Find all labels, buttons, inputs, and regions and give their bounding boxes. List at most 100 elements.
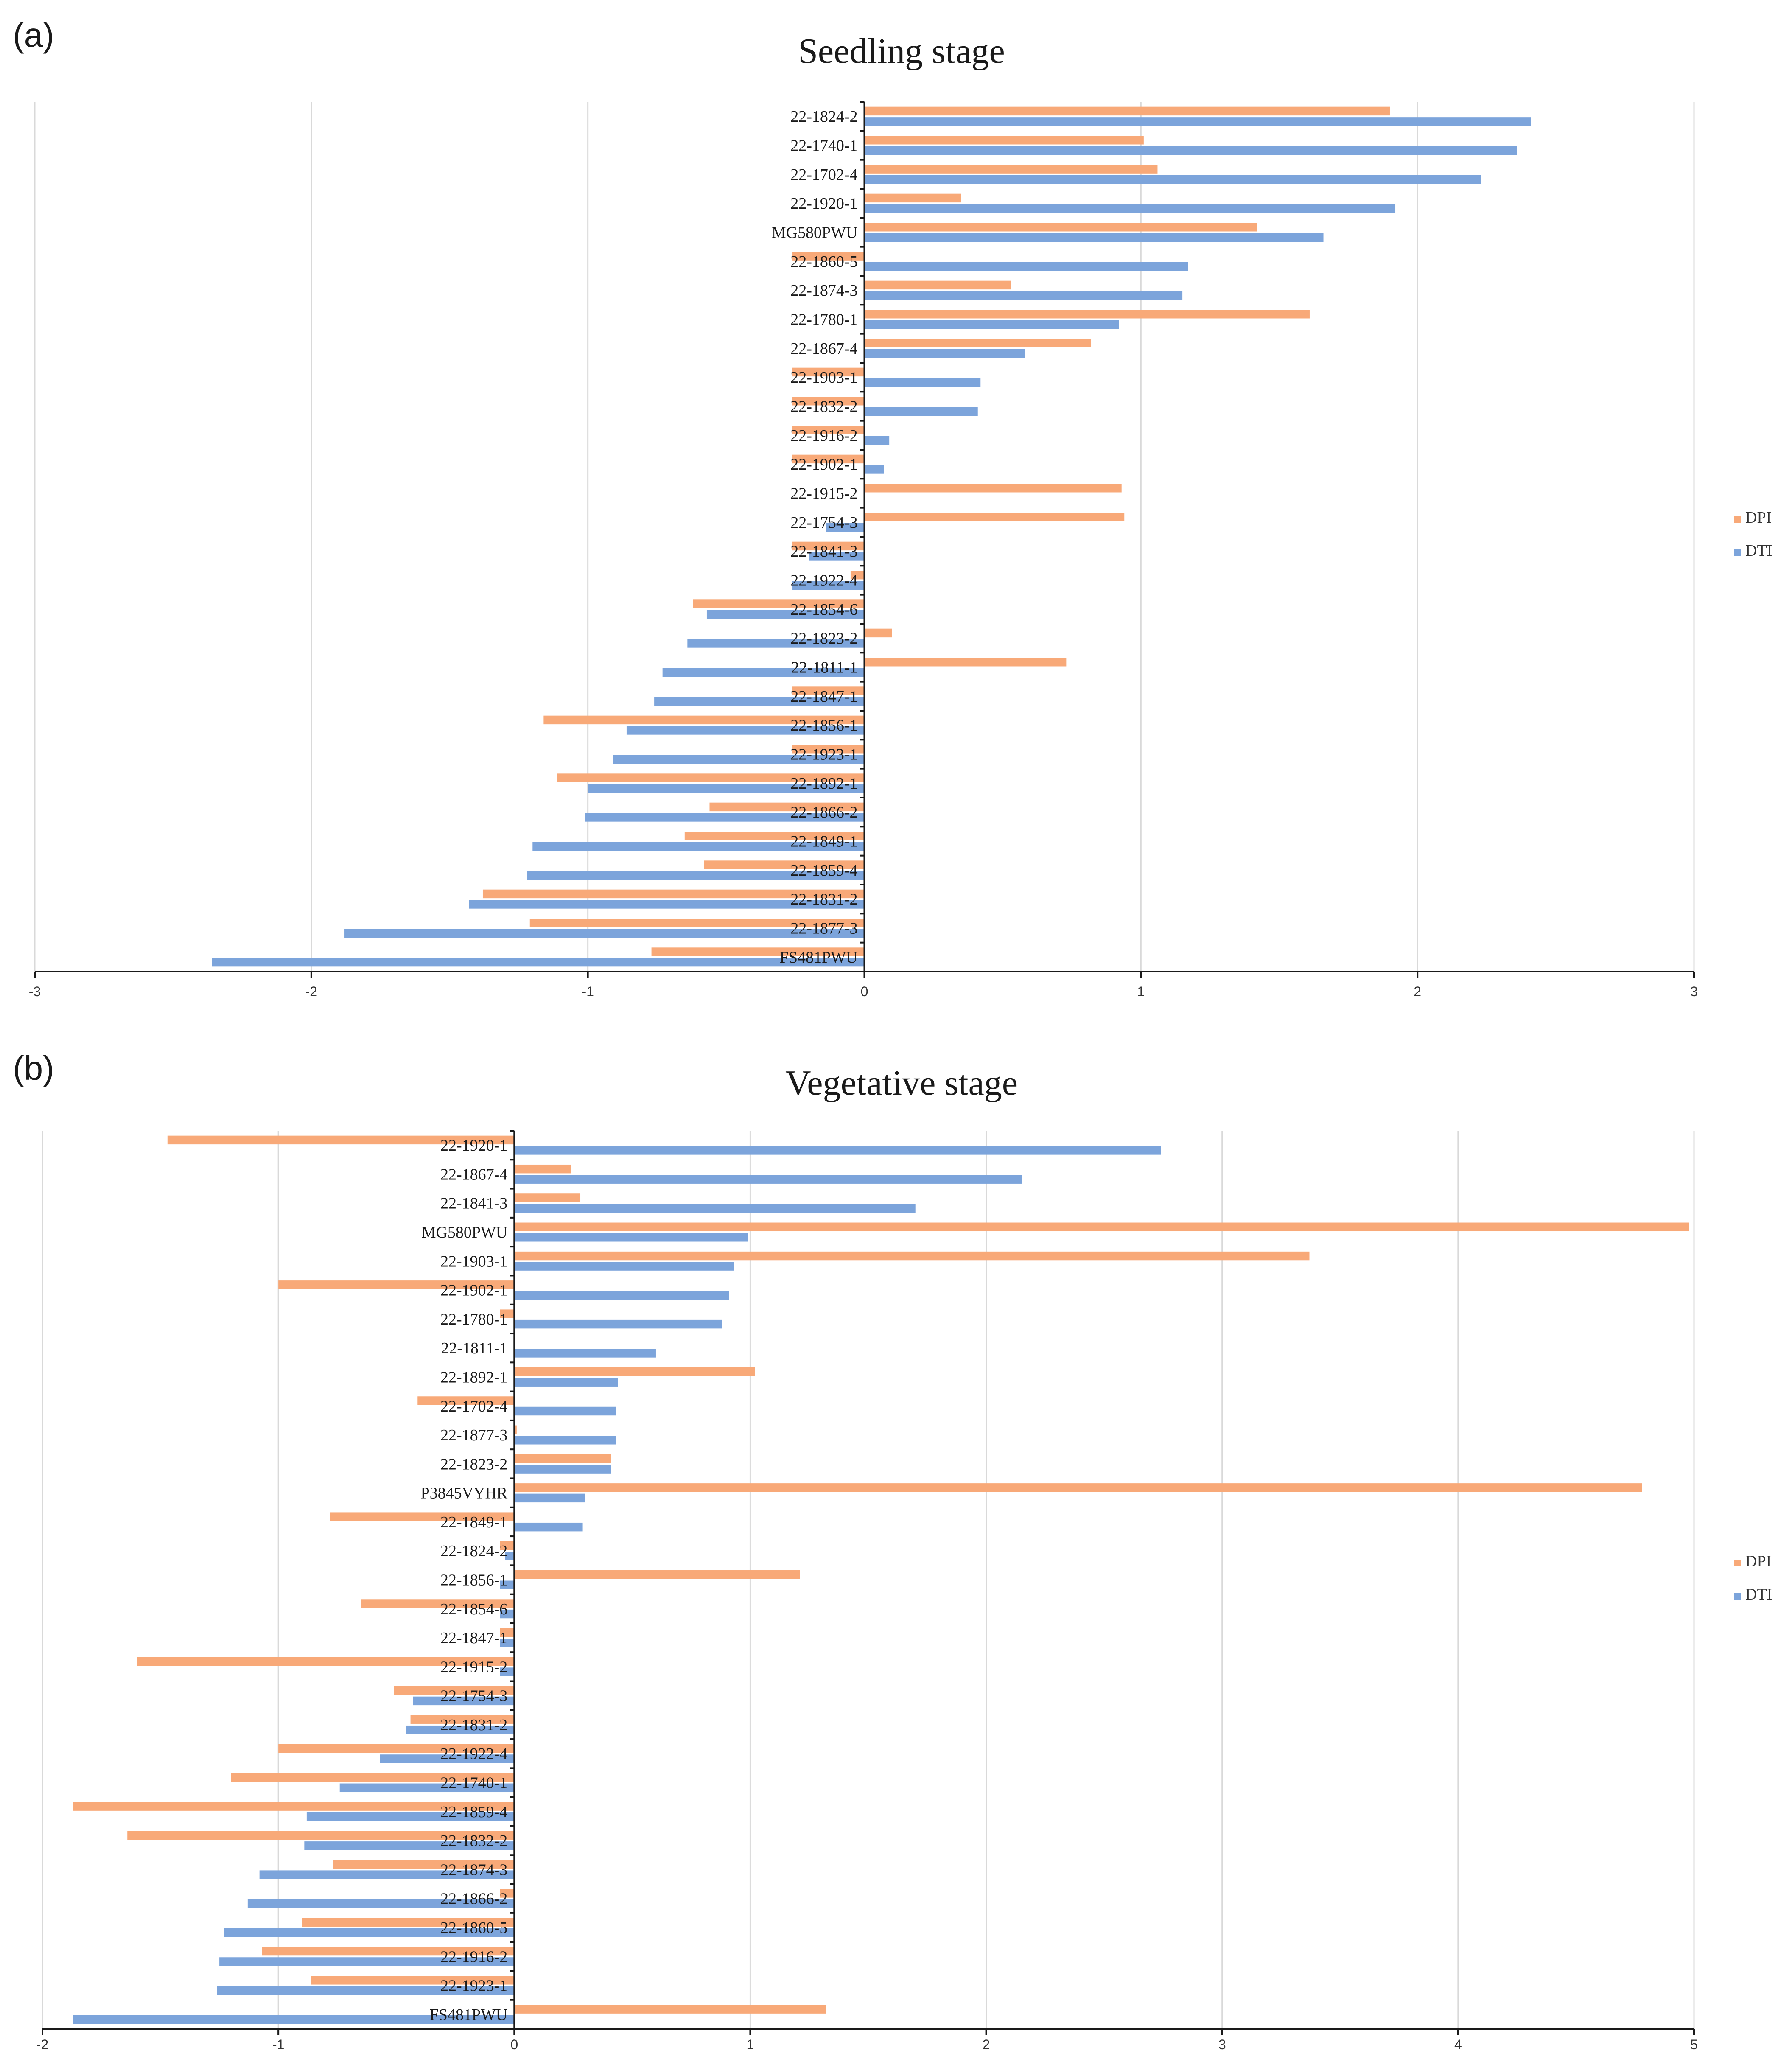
x-tick-label: -1 bbox=[272, 2037, 284, 2052]
bar-dpi-fs481pwu bbox=[514, 2005, 826, 2014]
category-label: 22-1780-1 bbox=[440, 1311, 507, 1328]
bar-dpi-22-1867-4 bbox=[514, 1164, 571, 1174]
bar-dpi-22-1903-1 bbox=[514, 1251, 1310, 1261]
bar-dti-22-1854-6 bbox=[500, 1609, 515, 1619]
legend-label-dpi: DPI bbox=[1745, 509, 1771, 527]
panel-label-a: (a) bbox=[13, 16, 54, 54]
bars-a bbox=[212, 106, 1531, 967]
category-label: FS481PWU bbox=[780, 949, 858, 966]
bar-dpi-22-1877-3 bbox=[514, 1425, 517, 1434]
bar-dpi-mg580pwu bbox=[864, 223, 1257, 232]
bar-dpi-22-1824-2 bbox=[864, 106, 1390, 116]
category-label: 22-1877-3 bbox=[790, 920, 857, 938]
bar-dti-22-1831-2 bbox=[469, 900, 865, 909]
legend-swatch-dti bbox=[1734, 1593, 1741, 1600]
bar-dti-22-1903-1 bbox=[864, 378, 981, 387]
category-label: 22-1902-1 bbox=[440, 1282, 507, 1300]
category-label: 22-1740-1 bbox=[790, 137, 857, 155]
bar-dpi-22-1915-2 bbox=[137, 1657, 515, 1666]
bar-dti-22-1922-4 bbox=[792, 581, 865, 590]
category-label: 22-1823-2 bbox=[790, 630, 857, 647]
bar-dpi-22-1859-4 bbox=[704, 860, 865, 869]
bar-dpi-22-1920-1 bbox=[864, 193, 961, 203]
bar-dpi-22-1824-2 bbox=[500, 1541, 515, 1550]
bar-dpi-22-1866-2 bbox=[500, 1889, 515, 1898]
category-label: 22-1860-5 bbox=[790, 253, 857, 271]
bar-dpi-22-1860-5 bbox=[302, 1918, 515, 1927]
legend-label-dti: DTI bbox=[1745, 542, 1772, 560]
bar-dti-p3845vyhr bbox=[514, 1493, 585, 1503]
bar-dti-22-1902-1 bbox=[864, 465, 884, 474]
bar-dpi-22-1832-2 bbox=[127, 1831, 515, 1840]
category-label: 22-1702-4 bbox=[790, 166, 857, 184]
bar-dpi-22-1866-2 bbox=[709, 802, 865, 812]
category-label: 22-1892-1 bbox=[440, 1368, 507, 1386]
bar-dpi-22-1915-2 bbox=[864, 484, 1122, 493]
bar-dti-22-1824-2 bbox=[505, 1552, 515, 1560]
category-labels-a: 22-1824-2 22-1740-1 22-1702-4 22-1920-1 MG58… bbox=[772, 108, 858, 966]
category-label: 22-1860-5 bbox=[440, 1919, 507, 1937]
category-label: 22-1824-2 bbox=[440, 1542, 507, 1560]
legend-label-dti: DTI bbox=[1745, 1586, 1772, 1603]
bar-dti-22-1780-1 bbox=[514, 1319, 722, 1329]
category-label: 22-1811-1 bbox=[791, 659, 858, 677]
category-label: 22-1920-1 bbox=[440, 1137, 507, 1154]
category-label: 22-1854-6 bbox=[790, 601, 857, 619]
bar-dpi-22-1841-3 bbox=[514, 1193, 581, 1202]
category-label: 22-1702-4 bbox=[440, 1398, 507, 1415]
bar-dti-22-1922-4 bbox=[380, 1754, 515, 1763]
bar-dti-22-1867-4 bbox=[514, 1175, 1022, 1184]
category-label: 22-1856-1 bbox=[440, 1572, 507, 1589]
bar-dti-22-1860-5 bbox=[864, 262, 1188, 271]
bar-dti-22-1915-2 bbox=[500, 1667, 515, 1676]
bar-dti-22-1702-4 bbox=[514, 1406, 616, 1416]
x-tick-label: 1 bbox=[747, 2037, 754, 2052]
category-label: 22-1824-2 bbox=[790, 108, 857, 126]
category-label: 22-1874-3 bbox=[440, 1861, 507, 1879]
bar-dti-22-1811-1 bbox=[514, 1349, 656, 1358]
bar-dti-22-1780-1 bbox=[864, 320, 1119, 329]
bar-dpi-22-1849-1 bbox=[330, 1512, 515, 1521]
bar-dpi-22-1849-1 bbox=[684, 832, 865, 840]
bar-dti-22-1841-3 bbox=[514, 1204, 916, 1213]
bar-dpi-22-1923-1 bbox=[311, 1976, 515, 1985]
category-label: 22-1892-1 bbox=[790, 775, 857, 793]
bar-dti-22-1754-3 bbox=[413, 1696, 515, 1706]
bar-dti-22-1874-3 bbox=[864, 291, 1183, 300]
bar-dti-22-1903-1 bbox=[514, 1262, 734, 1271]
category-label: 22-1923-1 bbox=[790, 746, 857, 764]
chart-title-a: Seedling stage bbox=[798, 31, 1005, 71]
bar-dti-22-1856-1 bbox=[626, 726, 865, 735]
category-label: 22-1866-2 bbox=[440, 1890, 507, 1908]
category-label: 22-1832-2 bbox=[790, 398, 857, 416]
bar-dpi-22-1856-1 bbox=[543, 715, 865, 725]
bar-dti-22-1740-1 bbox=[339, 1783, 515, 1793]
bar-dti-22-1916-2 bbox=[864, 436, 890, 445]
category-label: 22-1915-2 bbox=[440, 1658, 507, 1676]
bar-dpi-22-1780-1 bbox=[864, 310, 1310, 319]
bar-dti-22-1854-6 bbox=[706, 610, 865, 619]
bar-dpi-22-1854-6 bbox=[361, 1599, 515, 1608]
bar-dpi-22-1754-3 bbox=[394, 1686, 515, 1695]
bar-dpi-22-1847-1 bbox=[792, 686, 865, 695]
category-label: 22-1903-1 bbox=[790, 369, 857, 387]
x-tick-label: 0 bbox=[861, 984, 868, 999]
bar-dti-22-1823-2 bbox=[514, 1465, 611, 1474]
category-label: 22-1874-3 bbox=[790, 282, 857, 300]
bar-dti-22-1877-3 bbox=[344, 929, 865, 938]
bar-dpi-22-1841-3 bbox=[792, 541, 865, 551]
bar-dti-22-1867-4 bbox=[864, 349, 1025, 358]
seedling-stage-chart: (a) Seedling stage -3 -2 -1 0 1 2 3 22-1824-22… bbox=[13, 16, 1772, 999]
category-label: 22-1916-2 bbox=[440, 1948, 507, 1966]
category-label: 22-1849-1 bbox=[790, 833, 857, 851]
category-label: 22-1832-2 bbox=[440, 1832, 507, 1850]
bar-dti-22-1841-3 bbox=[809, 552, 865, 561]
bar-dti-22-1874-3 bbox=[259, 1870, 515, 1879]
bar-dpi-22-1780-1 bbox=[500, 1309, 515, 1318]
bar-dti-22-1832-2 bbox=[864, 407, 978, 416]
category-label: 22-1823-2 bbox=[440, 1455, 507, 1473]
category-label: 22-1859-4 bbox=[790, 862, 857, 880]
bar-dti-fs481pwu bbox=[73, 2015, 515, 2024]
x-tick-label: -2 bbox=[36, 2037, 48, 2052]
